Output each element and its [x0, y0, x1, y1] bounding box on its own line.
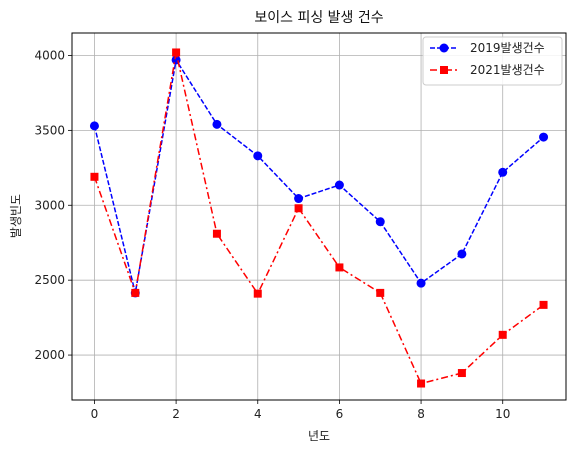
x-tick-label: 0: [91, 407, 99, 421]
plot-area-frame: [71, 32, 567, 401]
data-point-square: [335, 263, 344, 272]
x-tick-label: 8: [417, 407, 425, 421]
data-point-square: [457, 369, 466, 378]
data-point-circle: [89, 121, 99, 131]
data-point-square: [498, 330, 507, 339]
data-point-square: [131, 288, 140, 297]
y-axis-label: 발생빈도: [9, 194, 23, 238]
legend-label-2019: 2019발생건수: [470, 41, 545, 55]
y-tick-label: 2500: [34, 273, 65, 287]
y-tick-label: 4000: [34, 48, 65, 62]
data-point-square: [417, 379, 426, 388]
x-tick-label: 2: [172, 407, 180, 421]
x-tick-label: 4: [254, 407, 262, 421]
data-point-circle: [334, 180, 344, 190]
data-point-circle: [457, 249, 467, 259]
x-axis-label: 년도: [308, 429, 330, 443]
data-point-circle: [498, 167, 508, 177]
legend-marker-2019: [439, 43, 449, 53]
data-point-square: [376, 288, 385, 297]
data-point-circle: [294, 194, 304, 204]
legend-label-2021: 2021발생건수: [470, 63, 545, 77]
data-point-circle: [253, 151, 263, 161]
axis-ticks: 0 2 4 6 8 10 2000 2500 3000 3500 4000: [34, 48, 510, 421]
chart-title: 보이스 피싱 발생 건수: [254, 10, 383, 26]
data-point-square: [212, 229, 221, 238]
legend-box: [422, 36, 563, 86]
series-line-0: [93, 57, 545, 294]
data-point-square: [294, 204, 303, 213]
data-point-circle: [539, 132, 549, 142]
data-point-circle: [212, 119, 222, 129]
legend: 2019발생건수 2021발생건수: [422, 36, 563, 86]
data-point-square: [90, 172, 99, 181]
legend-marker-2021: [440, 66, 448, 74]
x-tick-label: 10: [495, 407, 510, 421]
series: [89, 48, 549, 388]
data-point-square: [172, 48, 181, 57]
grid: [72, 33, 566, 400]
series-line-1: [93, 52, 544, 385]
data-point-circle: [375, 217, 385, 227]
x-tick-label: 6: [336, 407, 344, 421]
y-tick-label: 2000: [34, 348, 65, 362]
data-point-square: [539, 300, 548, 309]
y-tick-label: 3500: [34, 123, 65, 137]
data-point-circle: [416, 278, 426, 288]
y-tick-label: 3000: [34, 198, 65, 212]
data-point-square: [253, 289, 262, 298]
